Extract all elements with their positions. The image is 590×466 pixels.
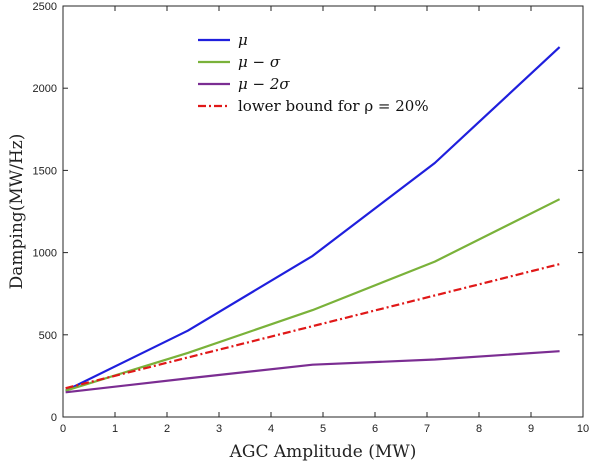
x-tick-label: 5 (320, 423, 326, 435)
legend-label-1: μ − σ (238, 53, 281, 71)
x-tick-label: 2 (164, 423, 170, 435)
series-line-0 (65, 46, 561, 392)
y-tick-label: 0 (51, 412, 57, 424)
x-tick-label: 4 (268, 423, 274, 435)
x-tick-label: 7 (424, 423, 430, 435)
legend-label-3: lower bound for ρ = 20% (238, 97, 429, 115)
x-tick-label: 1 (112, 423, 118, 435)
series-layer (65, 46, 561, 394)
ticks-layer: 0 1 2 3 4 5 6 7 8 9 10 0 500 1000 1500 2000 2500 (33, 1, 590, 435)
x-tick-label: 3 (216, 423, 222, 435)
x-tick-label: 0 (60, 423, 66, 435)
y-tick-label: 500 (39, 330, 57, 342)
series-line-3 (65, 263, 560, 390)
legend-label-0: μ (238, 31, 248, 49)
x-tick-label: 8 (476, 423, 482, 435)
y-tick-label: 1000 (33, 248, 57, 260)
x-axis-title: AGC Amplitude (MW) (229, 442, 417, 462)
legend-label-2: μ − 2σ (238, 75, 290, 93)
legend: μ μ − σ μ − 2σ lower bound for ρ = 20% (198, 31, 429, 115)
x-tick-label: 9 (528, 423, 534, 435)
series-line-2 (65, 350, 560, 394)
series-line-1 (65, 198, 561, 392)
y-tick-label: 2000 (33, 83, 57, 95)
x-tick-label: 10 (577, 423, 589, 435)
y-axis-title: Damping(MW/Hz) (7, 134, 27, 290)
x-tick-label: 6 (372, 423, 378, 435)
y-tick-label: 2500 (33, 1, 57, 13)
y-tick-label: 1500 (33, 165, 57, 177)
